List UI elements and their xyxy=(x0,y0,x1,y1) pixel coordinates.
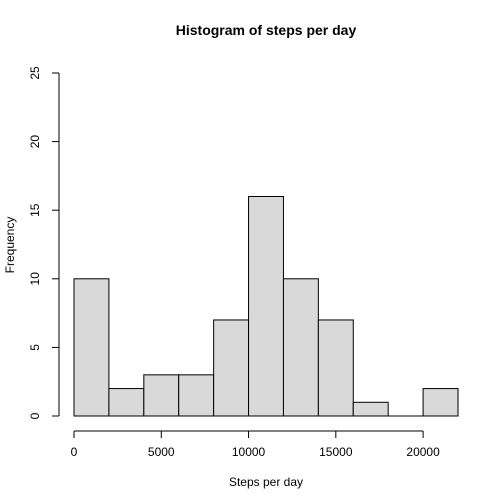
y-tick-label: 15 xyxy=(28,203,42,217)
histogram-bar-2 xyxy=(143,374,180,417)
histogram-bar-7 xyxy=(317,319,354,417)
histogram-bar-3 xyxy=(178,374,215,417)
histogram-bar-4 xyxy=(213,319,250,417)
histogram-bar-10 xyxy=(422,388,459,417)
x-tick-label: 0 xyxy=(71,445,78,459)
histogram-bar-5 xyxy=(248,195,284,417)
y-tick-label: 25 xyxy=(28,66,42,80)
x-tick-label: 5000 xyxy=(148,445,175,459)
x-axis-label: Steps per day xyxy=(229,475,303,489)
y-tick-label: 0 xyxy=(28,412,42,419)
y-tick-label: 5 xyxy=(28,344,42,351)
x-tick-label: 15000 xyxy=(319,445,353,459)
y-tick-label: 10 xyxy=(28,272,42,286)
x-tick-label: 20000 xyxy=(406,445,440,459)
x-tick-label: 10000 xyxy=(232,445,266,459)
y-tick-label: 20 xyxy=(28,135,42,149)
bars-group xyxy=(73,195,459,417)
y-axis-label: Frequency xyxy=(3,217,17,274)
x-axis: 0 5000 10000 15000 20000 xyxy=(71,430,440,459)
histogram-bar-1 xyxy=(108,388,145,417)
histogram-bar-0 xyxy=(73,278,110,417)
histogram-bar-6 xyxy=(282,278,319,417)
chart-title: Histogram of steps per day xyxy=(176,22,357,38)
y-axis: 0 5 10 15 20 25 xyxy=(28,66,60,419)
histogram-bar-8 xyxy=(352,401,389,417)
